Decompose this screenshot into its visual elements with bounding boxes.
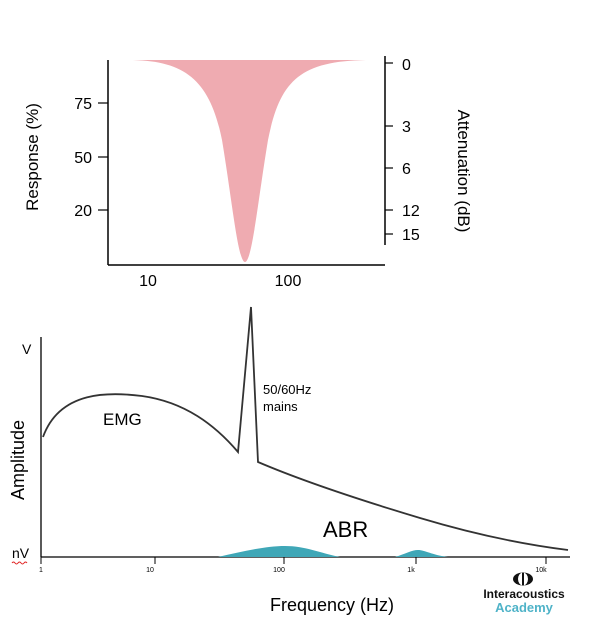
mains-label-line2: mains	[263, 399, 298, 414]
right-tick-3: 3	[402, 119, 411, 136]
logo-name: Interacoustics	[483, 587, 565, 601]
y-bottom-label: nV	[12, 545, 30, 561]
interacoustics-logo: Interacoustics Academy	[483, 572, 565, 615]
right-tick-15: 15	[402, 227, 420, 244]
amplitude-axis-label: Amplitude	[8, 420, 28, 500]
top-x-tick-100: 100	[275, 273, 302, 290]
mains-label-line1: 50/60Hz	[263, 382, 311, 397]
left-tick-20: 20	[74, 203, 92, 220]
abr-response-area	[218, 546, 448, 557]
emg-mains-curve	[42, 306, 569, 551]
notch-filter-shape	[128, 60, 372, 262]
notch-filter-chart: 75 50 20 0 3 6 12 15 10 100 Response (%)…	[23, 56, 473, 290]
abr-label: ABR	[323, 517, 368, 542]
bottom-x-tick-100: 100	[273, 567, 285, 574]
right-tick-12: 12	[402, 203, 420, 220]
attenuation-axis-label: Attenuation (dB)	[454, 110, 473, 233]
y-top-label: V	[22, 341, 32, 357]
logo-sub: Academy	[495, 600, 554, 615]
left-tick-50: 50	[74, 150, 92, 167]
amplitude-spectrum-chart: 1 10 100 1k 10k V nV Amplitude Frequency…	[8, 306, 570, 615]
bottom-x-tick-10: 10	[146, 567, 154, 574]
right-tick-6: 6	[402, 161, 411, 178]
spellcheck-underline	[11, 561, 28, 565]
response-axis-label: Response (%)	[23, 103, 42, 211]
emg-label: EMG	[103, 410, 142, 429]
left-tick-75: 75	[74, 96, 92, 113]
logo-mark-icon	[513, 572, 533, 586]
frequency-axis-label: Frequency (Hz)	[270, 595, 394, 615]
right-tick-0: 0	[402, 57, 411, 74]
bottom-x-tick-1k: 1k	[407, 567, 415, 574]
bottom-x-tick-10k: 10k	[535, 567, 547, 574]
top-x-tick-10: 10	[139, 273, 157, 290]
bottom-x-tick-1: 1	[39, 567, 43, 574]
